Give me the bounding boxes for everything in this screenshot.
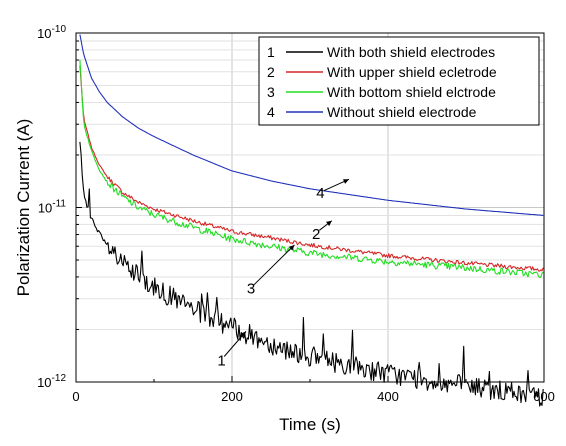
y-axis-title: Polarization Current (A) — [14, 119, 33, 297]
annotations: 1 2 3 4 — [217, 178, 350, 370]
legend-label-1: With both shield electrodes — [327, 44, 495, 60]
annotation-arrow-3 — [253, 244, 295, 286]
x-tick-label: 400 — [377, 389, 399, 404]
legend-label-3: With bottom shield elctrode — [327, 84, 496, 100]
y-tick-label: 10-12 — [37, 373, 66, 390]
series-line-1 — [79, 141, 544, 407]
legend: 1 With both shield electrodes 2 With upper … — [258, 36, 540, 126]
legend-key-3: 3 — [267, 84, 275, 100]
annotation-arrow-1 — [223, 331, 247, 357]
annotation-arrowhead-4 — [343, 179, 349, 184]
annotation-label-4: 4 — [316, 185, 324, 202]
annotation-arrowhead-1 — [240, 331, 246, 338]
series-line-3 — [79, 59, 544, 279]
legend-key-2: 2 — [267, 64, 275, 80]
y-tick-label: 10-11 — [38, 199, 67, 216]
annotation-arrowhead-2 — [326, 220, 332, 227]
x-tick-label: 200 — [221, 389, 243, 404]
annotation-arrowhead-3 — [288, 245, 295, 251]
legend-label-4: Without shield electrode — [327, 104, 477, 120]
annotation-label-2: 2 — [312, 226, 320, 243]
x-tick-label: 0 — [72, 389, 79, 404]
legend-key-4: 4 — [267, 104, 275, 120]
x-axis-title: Time (s) — [279, 415, 341, 434]
axis-ticks: 0 200 400 600 10-12 10-11 10-10 — [37, 24, 555, 404]
y-tick-label: 10-10 — [37, 24, 66, 41]
legend-label-2: With upper shield ecletrode — [327, 64, 497, 80]
legend-key-1: 1 — [267, 44, 275, 60]
series-line-2 — [79, 65, 544, 272]
annotation-label-1: 1 — [217, 353, 225, 370]
x-tick-label: 600 — [533, 389, 555, 404]
series-line-4 — [79, 34, 544, 216]
annotation-label-3: 3 — [247, 281, 255, 298]
